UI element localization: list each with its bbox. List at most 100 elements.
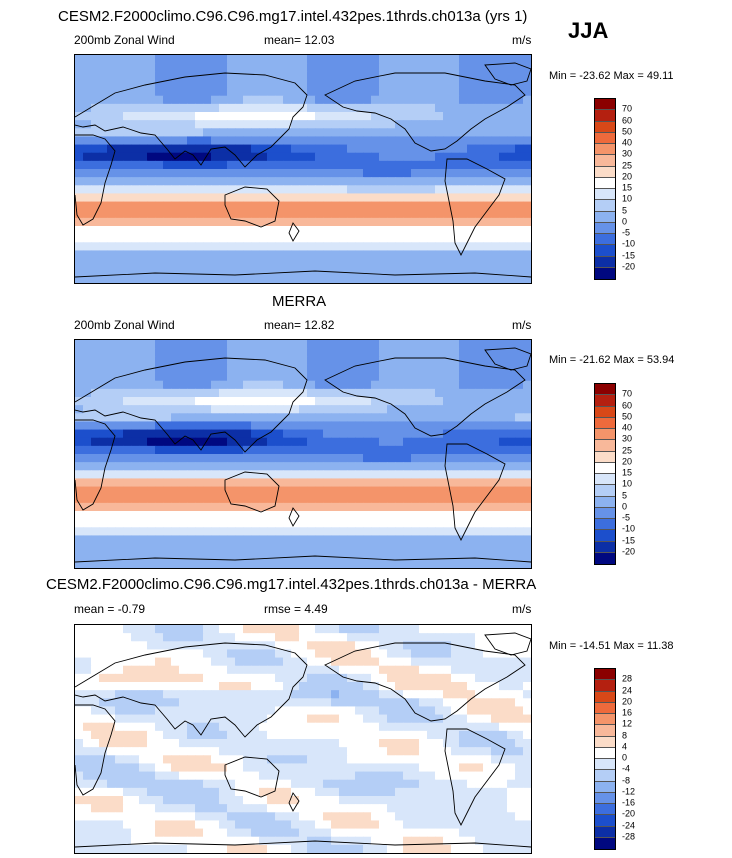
- field-cell: [139, 217, 148, 227]
- field-cell: [459, 470, 468, 480]
- field-cell: [475, 234, 484, 243]
- field-cell: [99, 527, 108, 537]
- field-cell: [355, 755, 364, 765]
- field-cell: [459, 828, 468, 838]
- field-cell: [315, 454, 324, 463]
- field-cell: [203, 169, 212, 178]
- field-cell: [459, 519, 468, 528]
- field-cell: [83, 690, 92, 699]
- field-cell: [219, 804, 228, 813]
- field-cell: [483, 722, 492, 732]
- field-cell: [107, 698, 116, 708]
- field-cell: [155, 120, 164, 129]
- field-cell: [115, 234, 124, 243]
- field-cell: [171, 787, 180, 797]
- field-cell: [379, 152, 388, 162]
- field-cell: [139, 55, 148, 64]
- field-cell: [91, 103, 100, 113]
- field-cell: [235, 730, 244, 740]
- field-cell: [227, 405, 236, 414]
- field-cell: [379, 120, 388, 129]
- field-cell: [387, 698, 396, 708]
- field-cell: [75, 266, 84, 276]
- field-cell: [259, 665, 268, 675]
- field-cell: [275, 364, 284, 374]
- field-cell: [131, 55, 140, 64]
- field-cell: [107, 657, 116, 667]
- field-cell: [491, 421, 500, 431]
- field-cell: [323, 405, 332, 414]
- field-cell: [203, 755, 212, 765]
- field-cell: [347, 462, 356, 471]
- field-cell: [211, 413, 220, 423]
- field-cell: [499, 543, 508, 553]
- field-cell: [83, 120, 92, 129]
- field-cell: [491, 804, 500, 813]
- field-cell: [291, 136, 300, 146]
- field-cell: [291, 209, 300, 219]
- field-cell: [467, 437, 476, 447]
- field-cell: [427, 160, 436, 170]
- field-cell: [163, 340, 172, 349]
- field-cell: [435, 559, 444, 568]
- field-cell: [379, 763, 388, 773]
- field-cell: [179, 673, 188, 683]
- field-cell: [75, 120, 84, 129]
- field-cell: [371, 641, 380, 651]
- field-cell: [475, 722, 484, 732]
- field-cell: [187, 380, 196, 390]
- field-cell: [323, 413, 332, 423]
- field-cell: [291, 543, 300, 553]
- field-cell: [179, 136, 188, 146]
- field-cell: [387, 274, 396, 283]
- field-cell: [235, 128, 244, 138]
- field-cell: [403, 242, 412, 252]
- field-cell: [379, 380, 388, 390]
- field-cell: [467, 462, 476, 471]
- field-cell: [283, 421, 292, 431]
- field-cell: [235, 633, 244, 642]
- field-cell: [403, 779, 412, 789]
- field-cell: [443, 820, 452, 830]
- field-cell: [187, 698, 196, 708]
- field-cell: [307, 543, 316, 553]
- field-cell: [195, 763, 204, 773]
- field-cell: [251, 87, 260, 97]
- field-cell: [435, 258, 444, 268]
- field-cell: [203, 201, 212, 211]
- field-cell: [379, 657, 388, 667]
- field-cell: [323, 112, 332, 121]
- field-cell: [523, 79, 531, 89]
- field-cell: [347, 559, 356, 568]
- field-cell: [371, 828, 380, 838]
- field-cell: [107, 274, 116, 283]
- field-cell: [299, 665, 308, 675]
- field-cell: [195, 258, 204, 268]
- field-cell: [179, 844, 188, 853]
- field-cell: [355, 836, 364, 846]
- field-cell: [435, 95, 444, 105]
- field-cell: [211, 462, 220, 471]
- field-cell: [291, 103, 300, 113]
- field-cell: [291, 63, 300, 72]
- field-cell: [131, 714, 140, 724]
- field-cell: [211, 356, 220, 366]
- field-cell: [139, 120, 148, 129]
- field-cell: [155, 258, 164, 268]
- field-cell: [483, 673, 492, 683]
- field-cell: [187, 405, 196, 414]
- field-cell: [235, 201, 244, 211]
- field-cell: [259, 706, 268, 716]
- field-cell: [267, 527, 276, 537]
- field-cell: [187, 388, 196, 398]
- field-cell: [411, 266, 420, 276]
- field-cell: [259, 649, 268, 659]
- field-cell: [139, 519, 148, 528]
- field-cell: [435, 714, 444, 724]
- field-cell: [243, 641, 252, 651]
- field-cell: [187, 771, 196, 781]
- field-cell: [227, 844, 236, 853]
- field-cell: [155, 682, 164, 691]
- field-cell: [371, 144, 380, 154]
- field-cell: [507, 95, 516, 105]
